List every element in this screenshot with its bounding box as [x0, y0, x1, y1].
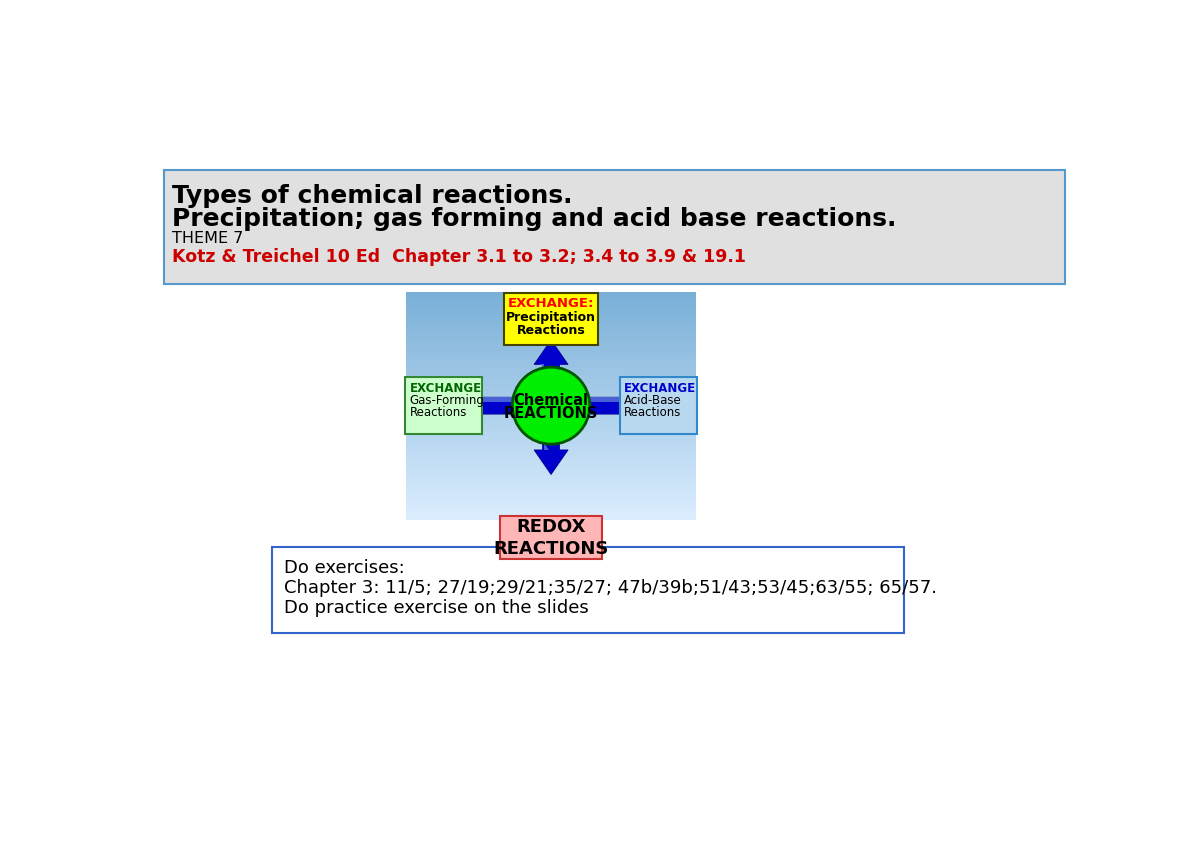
- Bar: [406, 424, 696, 429]
- Bar: [406, 466, 696, 471]
- Text: Gas-Forming: Gas-Forming: [409, 394, 485, 407]
- Bar: [406, 334, 696, 338]
- Bar: [406, 497, 696, 501]
- Polygon shape: [540, 364, 548, 368]
- Bar: [406, 295, 696, 301]
- Bar: [406, 398, 696, 402]
- Text: Reactions: Reactions: [624, 407, 682, 419]
- Polygon shape: [590, 389, 659, 423]
- Bar: [406, 500, 696, 505]
- FancyBboxPatch shape: [272, 547, 904, 633]
- Bar: [406, 478, 696, 482]
- FancyBboxPatch shape: [164, 170, 1064, 284]
- Polygon shape: [544, 442, 548, 450]
- Bar: [406, 470, 696, 475]
- Bar: [406, 474, 696, 478]
- Bar: [406, 512, 696, 516]
- Bar: [406, 364, 696, 368]
- Bar: [406, 318, 696, 323]
- Bar: [406, 341, 696, 346]
- Bar: [406, 432, 696, 436]
- Bar: [406, 380, 696, 384]
- Bar: [406, 458, 696, 464]
- Text: Types of chemical reactions.: Types of chemical reactions.: [172, 184, 572, 208]
- Bar: [406, 429, 696, 433]
- Text: EXCHANGE: EXCHANGE: [624, 382, 696, 395]
- Text: REDOX
REACTIONS: REDOX REACTIONS: [493, 518, 608, 558]
- FancyBboxPatch shape: [404, 377, 482, 434]
- Bar: [406, 413, 696, 418]
- Bar: [406, 292, 696, 296]
- Bar: [406, 383, 696, 387]
- Text: Reactions: Reactions: [409, 407, 467, 419]
- Bar: [406, 323, 696, 327]
- Bar: [406, 300, 696, 304]
- Bar: [406, 375, 696, 380]
- FancyBboxPatch shape: [504, 293, 599, 346]
- Bar: [406, 508, 696, 513]
- Bar: [406, 406, 696, 410]
- Bar: [406, 443, 696, 448]
- Polygon shape: [534, 340, 568, 368]
- Bar: [406, 360, 696, 365]
- Text: Acid-Base: Acid-Base: [624, 394, 682, 407]
- Bar: [406, 463, 696, 467]
- Bar: [406, 315, 696, 319]
- Text: Precipitation: Precipitation: [506, 312, 596, 324]
- Bar: [406, 417, 696, 422]
- Bar: [406, 481, 696, 486]
- Bar: [406, 386, 696, 391]
- Bar: [406, 421, 696, 425]
- Text: Kotz & Treichel 10 Ed  Chapter 3.1 to 3.2; 3.4 to 3.9 & 19.1: Kotz & Treichel 10 Ed Chapter 3.1 to 3.2…: [172, 248, 745, 267]
- Text: EXCHANGE: EXCHANGE: [409, 382, 481, 395]
- Bar: [406, 455, 696, 459]
- Text: EXCHANGE:: EXCHANGE:: [508, 297, 594, 311]
- Polygon shape: [443, 389, 512, 423]
- Bar: [406, 345, 696, 350]
- Text: Precipitation; gas forming and acid base reactions.: Precipitation; gas forming and acid base…: [172, 207, 896, 232]
- Bar: [406, 330, 696, 335]
- Polygon shape: [534, 442, 568, 475]
- Bar: [406, 326, 696, 331]
- Bar: [406, 440, 696, 444]
- Bar: [406, 307, 696, 312]
- Text: THEME 7: THEME 7: [172, 231, 244, 246]
- Text: Do exercises:: Do exercises:: [284, 559, 404, 577]
- Bar: [406, 436, 696, 441]
- Bar: [406, 402, 696, 407]
- Bar: [406, 338, 696, 342]
- Bar: [406, 451, 696, 456]
- Bar: [406, 409, 696, 414]
- Bar: [406, 489, 696, 493]
- Bar: [406, 372, 696, 376]
- Text: REACTIONS: REACTIONS: [504, 406, 599, 421]
- Bar: [406, 352, 696, 357]
- Bar: [406, 504, 696, 509]
- Text: Do practice exercise on the slides: Do practice exercise on the slides: [284, 599, 589, 617]
- FancyBboxPatch shape: [500, 516, 602, 559]
- Bar: [406, 485, 696, 490]
- Bar: [406, 394, 696, 399]
- Bar: [406, 515, 696, 520]
- Bar: [406, 447, 696, 452]
- Text: Chapter 3: 11/5; 27/19;29/21;35/27; 47b/39b;51/43;53/45;63/55; 65/57.: Chapter 3: 11/5; 27/19;29/21;35/27; 47b/…: [284, 579, 937, 598]
- Text: Chemical: Chemical: [514, 393, 588, 408]
- Bar: [406, 492, 696, 498]
- Bar: [406, 391, 696, 395]
- Bar: [406, 349, 696, 353]
- Bar: [406, 303, 696, 308]
- Polygon shape: [590, 397, 635, 402]
- Bar: [406, 368, 696, 373]
- Text: Reactions: Reactions: [517, 323, 586, 337]
- Bar: [406, 357, 696, 361]
- Polygon shape: [468, 397, 512, 402]
- FancyBboxPatch shape: [619, 377, 697, 434]
- Bar: [406, 311, 696, 316]
- Circle shape: [512, 367, 590, 444]
